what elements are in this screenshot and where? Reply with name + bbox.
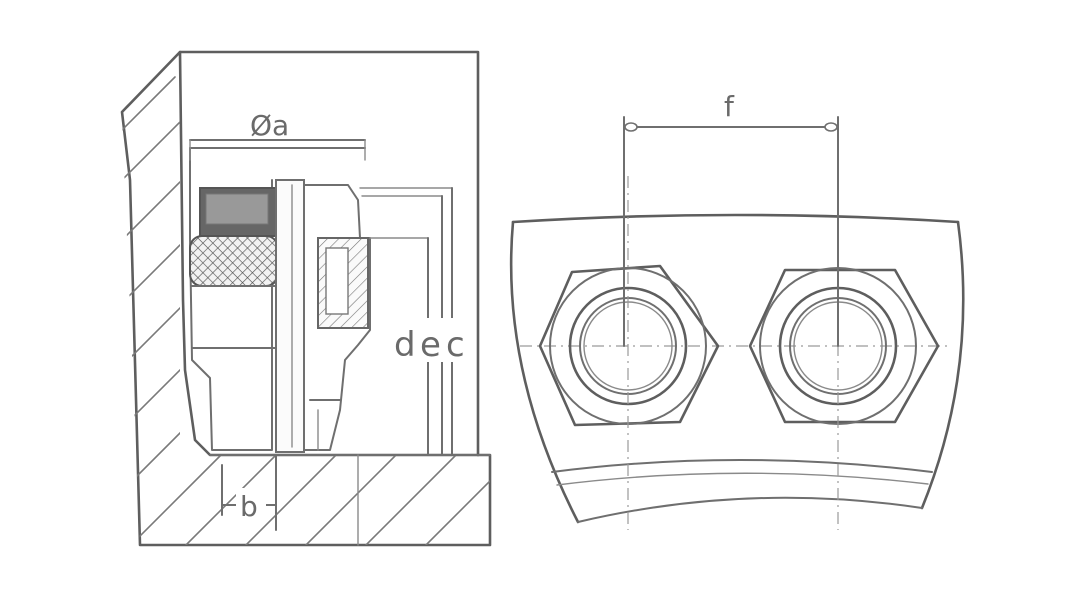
hatched-housing bbox=[120, 50, 492, 547]
hex-nut-left bbox=[538, 176, 720, 530]
curved-plate bbox=[509, 213, 965, 524]
fitting-body bbox=[189, 147, 371, 453]
dim-label-e: e bbox=[420, 325, 441, 365]
dim-label-a: Øa bbox=[250, 109, 289, 142]
dim-label-f: f bbox=[724, 90, 735, 123]
dimension-f: f bbox=[623, 90, 839, 347]
dim-label-c: c bbox=[446, 325, 465, 365]
dim-label-d: d bbox=[394, 325, 416, 365]
dimension-b: b bbox=[221, 454, 277, 531]
knurled-ring bbox=[189, 235, 279, 287]
front-view: f bbox=[509, 90, 965, 530]
dimension-diameter-a: Øa bbox=[189, 109, 366, 161]
section-view: Øa d e c b bbox=[120, 50, 492, 547]
dim-label-b: b bbox=[240, 490, 258, 523]
dimension-d-e-c: d e c bbox=[359, 187, 476, 456]
